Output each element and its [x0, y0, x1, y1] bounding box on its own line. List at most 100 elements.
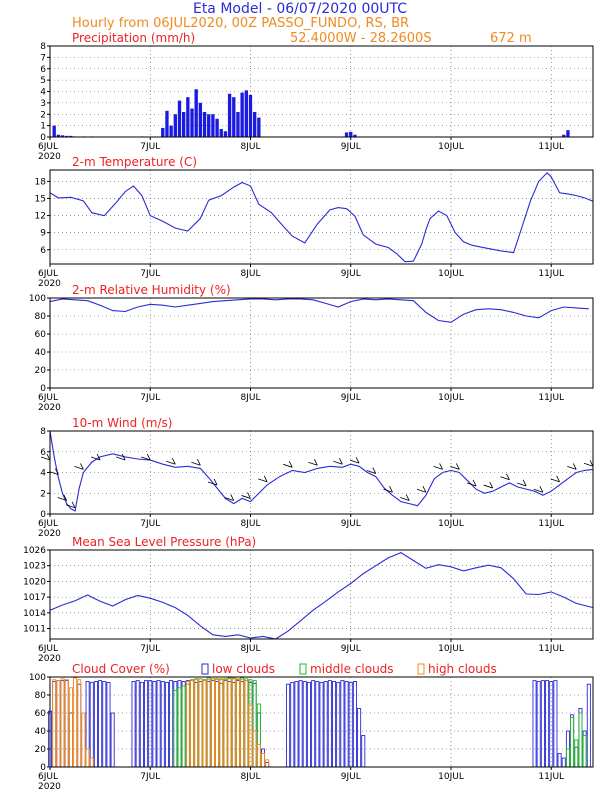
plot-frame — [49, 297, 594, 389]
y-tick-label: 1023 — [23, 562, 46, 572]
plot-frame — [49, 430, 594, 515]
middle-cloud-bar — [181, 685, 186, 768]
high-cloud-bar — [210, 678, 215, 768]
x-tick-label: 8JUL — [241, 644, 261, 654]
y-tick-label: 8 — [40, 42, 46, 52]
low-cloud-bar — [156, 680, 161, 768]
high-cloud-bar — [227, 678, 232, 768]
y-tick-label: 15 — [35, 194, 46, 204]
y-tick-label: 8 — [40, 427, 46, 437]
precipitation-bar — [177, 100, 182, 137]
x-tick-label: 7JUL — [140, 772, 160, 782]
low-cloud-bar — [340, 680, 345, 768]
precipitation-bar — [252, 111, 257, 137]
y-tick-label: 18 — [35, 177, 47, 187]
middle-cloud-bar — [231, 678, 236, 768]
precipitation-bar — [190, 108, 194, 137]
x-tick-label: 8JUL — [241, 772, 261, 782]
low-cloud-bar — [219, 682, 224, 768]
middle-cloud-bar — [185, 683, 190, 768]
low-cloud-bar — [240, 681, 245, 768]
x-tick-label: 6JUL — [38, 644, 58, 654]
x-tick-label: 6JUL — [38, 772, 58, 782]
y-tick-label: 20 — [35, 366, 47, 376]
low-cloud-bar — [540, 680, 545, 768]
humidity-title: 2-m Relative Humidity (%) — [72, 283, 231, 297]
middle-cloud-bar — [252, 680, 257, 768]
x-tick-label: 6JUL — [38, 142, 58, 152]
wind-barb — [166, 458, 176, 465]
precipitation-bar — [211, 114, 215, 137]
high-cloud-bar — [68, 687, 73, 768]
y-tick-label: 6 — [40, 65, 46, 75]
low-cloud-bar — [52, 681, 57, 768]
middle-cloud-bar — [173, 690, 178, 768]
low-cloud-bar — [102, 681, 107, 768]
precipitation-bar — [562, 134, 566, 137]
y-tick-label: 3 — [40, 99, 46, 109]
coordinates: 52.4000W - 28.2600S — [290, 31, 432, 46]
precipitation-bar — [202, 111, 207, 137]
wind-barb — [483, 481, 494, 489]
x-tick-label: 8JUL — [241, 519, 261, 529]
y-tick-label: 1026 — [23, 546, 46, 556]
low-cloud-bar — [315, 681, 320, 768]
precip-title: Precipitation (mm/h) — [72, 31, 195, 45]
low-cloud-bar — [261, 748, 266, 768]
low-cloud-bar — [215, 681, 220, 768]
x-tick-label: 6JUL — [38, 519, 58, 529]
precipitation-bar — [244, 90, 248, 137]
wind-barb — [116, 453, 126, 461]
x-tick-label: 6JUL — [38, 269, 58, 279]
low-cloud-bar — [144, 680, 149, 768]
year-label: 2020 — [38, 403, 61, 413]
x-tick-label: 9JUL — [341, 269, 361, 279]
precipitation-bar — [194, 89, 198, 137]
wind-barb — [283, 461, 293, 468]
x-tick-label: 7JUL — [140, 269, 160, 279]
wind-barb — [241, 492, 251, 499]
low-cloud-bar — [131, 681, 136, 768]
low-cloud-bar — [561, 757, 566, 768]
clouds-title: Cloud Cover (%) — [72, 662, 170, 676]
x-tick-label: 10JUL — [438, 269, 464, 279]
wind-barb — [517, 479, 527, 487]
low-cloud-bar — [56, 680, 61, 768]
x-tick-label: 10JUL — [438, 772, 464, 782]
low-cloud-bar — [64, 680, 69, 768]
precipitation-bar — [181, 111, 186, 137]
plot-frame — [49, 45, 594, 138]
x-tick-label: 10JUL — [438, 644, 464, 654]
model-title: Eta Model - 06/07/2020 00UTC — [193, 1, 407, 17]
high-cloud-bar — [219, 678, 224, 768]
middle-cloud-bar — [227, 677, 232, 768]
wind-barb — [349, 456, 360, 464]
y-tick-label: 40 — [35, 348, 47, 358]
y-tick-label: 0 — [40, 763, 46, 773]
precipitation-bar — [52, 125, 56, 137]
middle-cloud-bar — [177, 687, 182, 768]
pressure-title: Mean Sea Level Pressure (hPa) — [72, 535, 256, 549]
legend-label: middle clouds — [310, 662, 394, 676]
y-tick-label: 6 — [40, 448, 46, 458]
low-cloud-bar — [185, 680, 190, 768]
low-cloud-bar — [110, 712, 115, 768]
y-tick-label: 0 — [40, 510, 46, 520]
plot-frame — [49, 549, 594, 640]
middle-cloud-bar — [215, 678, 220, 768]
x-tick-label: 7JUL — [140, 142, 160, 152]
high-cloud-bar — [60, 678, 65, 768]
year-label: 2020 — [38, 152, 61, 162]
middle-cloud-bar — [194, 678, 199, 768]
x-tick-label: 7JUL — [140, 644, 160, 654]
high-cloud-bar — [202, 680, 207, 768]
low-cloud-bar — [582, 730, 587, 768]
high-cloud-bar — [231, 677, 236, 768]
low-cloud-bar — [352, 681, 357, 768]
low-cloud-bar — [286, 683, 291, 768]
plot-frame — [49, 676, 594, 768]
temperature-panel: 6 9 12 15 18 6JUL 7JUL 8JUL 9JUL 10JUL 11JUL 2020 2-… — [35, 155, 594, 289]
plot-frame — [49, 169, 594, 265]
precipitation-bar — [60, 135, 65, 137]
precipitation-bar — [248, 94, 253, 137]
